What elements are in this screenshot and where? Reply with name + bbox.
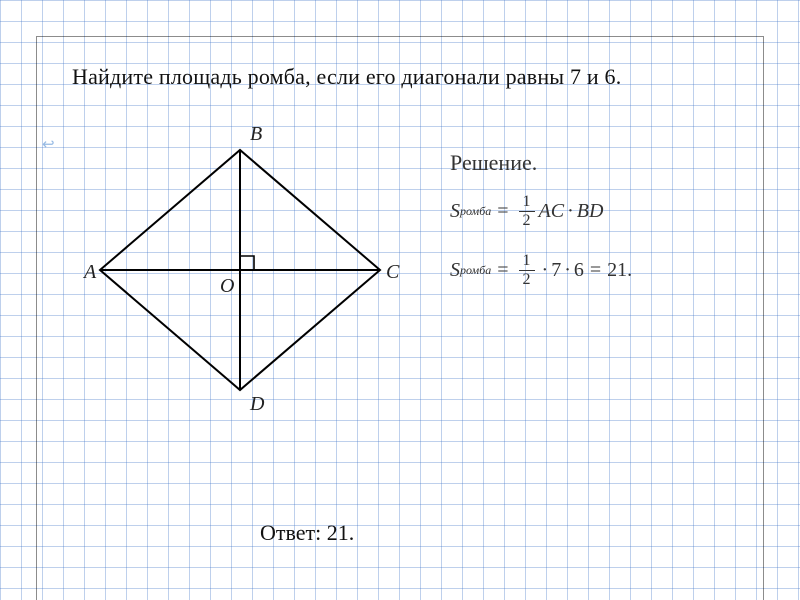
answer-label: Ответ:	[260, 520, 321, 545]
answer-line: Ответ: 21.	[260, 520, 354, 546]
var-ac: AC	[539, 200, 565, 223]
period-1: .	[627, 259, 632, 282]
label-a: A	[82, 261, 97, 283]
label-o: O	[220, 275, 234, 297]
val-result: 21	[607, 259, 627, 282]
rhombus-svg: A B C D O	[60, 110, 420, 430]
solution-heading: Решение.	[450, 150, 750, 176]
half-den-1: 2	[519, 212, 535, 229]
half-fraction-2: 1 2	[519, 253, 535, 288]
formula-s-2: S	[450, 259, 460, 282]
right-angle-marker	[240, 256, 254, 270]
formula-general: S ромба = 1 2 AC · BD	[450, 194, 750, 229]
eq-sign-2: =	[491, 259, 514, 282]
formula-sub: ромба	[460, 204, 491, 219]
eq-sign-1: =	[491, 200, 514, 223]
cdot-2a: ·	[539, 259, 552, 282]
solution-block: Решение. S ромба = 1 2 AC · BD S ромба =…	[450, 150, 750, 312]
rhombus-diagram: A B C D O	[60, 110, 420, 430]
half-num-2: 1	[519, 253, 535, 271]
formula-s: S	[450, 200, 460, 223]
cdot-2b: ·	[561, 259, 574, 282]
half-den-2: 2	[519, 271, 535, 288]
half-num-1: 1	[519, 194, 535, 212]
label-b: B	[250, 123, 262, 145]
val-7: 7	[551, 259, 561, 282]
cdot-1: ·	[564, 200, 577, 223]
var-bd: BD	[577, 200, 604, 223]
answer-value: 21.	[327, 520, 355, 545]
label-c: C	[386, 261, 400, 283]
formula-numeric: S ромба = 1 2 · 7 · 6 = 21.	[450, 253, 750, 288]
problem-text: Найдите площадь ромба, если его диагонал…	[72, 64, 621, 90]
formula-sub-2: ромба	[460, 263, 491, 278]
val-6: 6	[574, 259, 584, 282]
label-d: D	[249, 393, 265, 415]
eq-sign-3: =	[584, 259, 607, 282]
half-fraction-1: 1 2	[519, 194, 535, 229]
